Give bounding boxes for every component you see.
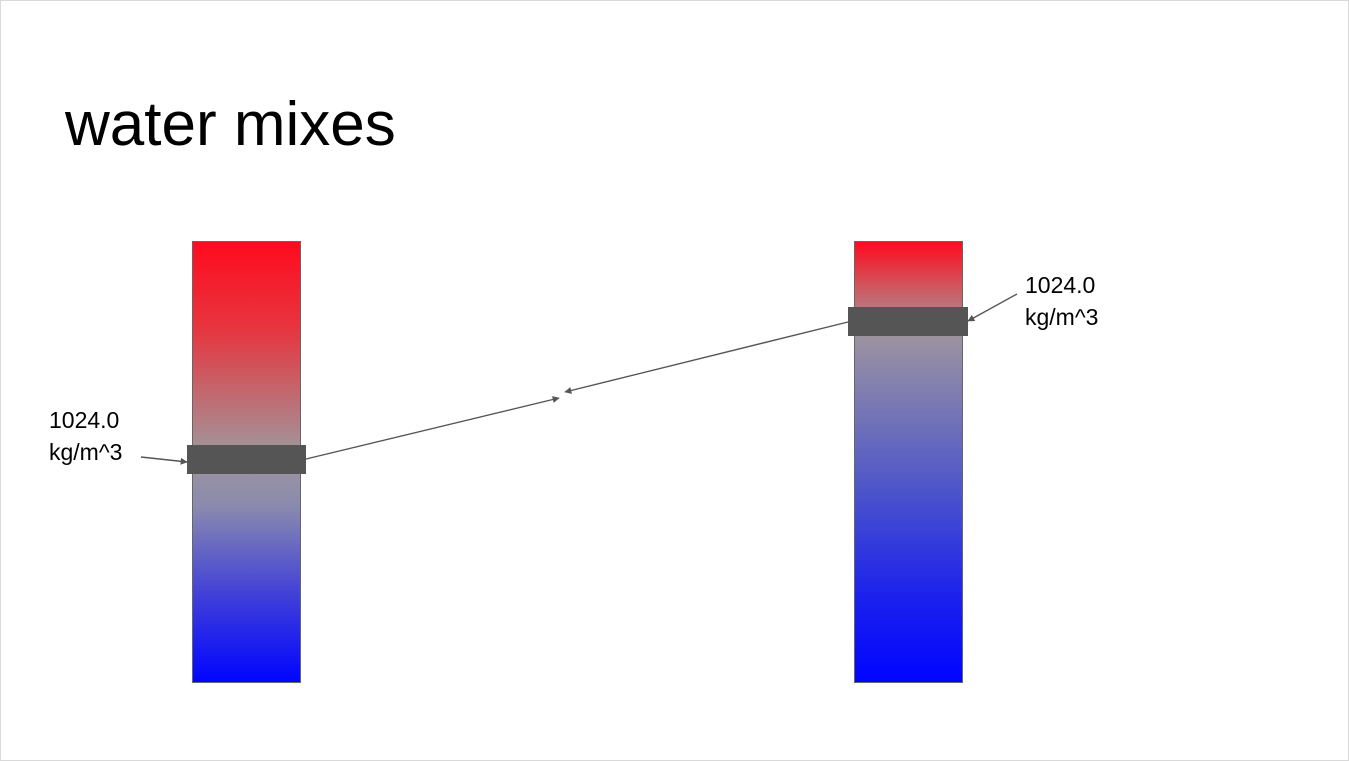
- slide-title: water mixes: [65, 90, 396, 159]
- left-mixing-arrow: [305, 396, 560, 460]
- right-density-value: 1024.0: [1025, 272, 1095, 298]
- right-density-unit: kg/m^3: [1025, 304, 1098, 330]
- left-density-value: 1024.0: [49, 407, 119, 433]
- right-density-band: [848, 307, 968, 336]
- right-mixing-arrow: [564, 321, 849, 394]
- left-density-unit: kg/m^3: [49, 439, 122, 465]
- left-density-band: [187, 445, 306, 474]
- right-label-arrow: [967, 293, 1018, 322]
- left-label-arrow: [140, 456, 188, 465]
